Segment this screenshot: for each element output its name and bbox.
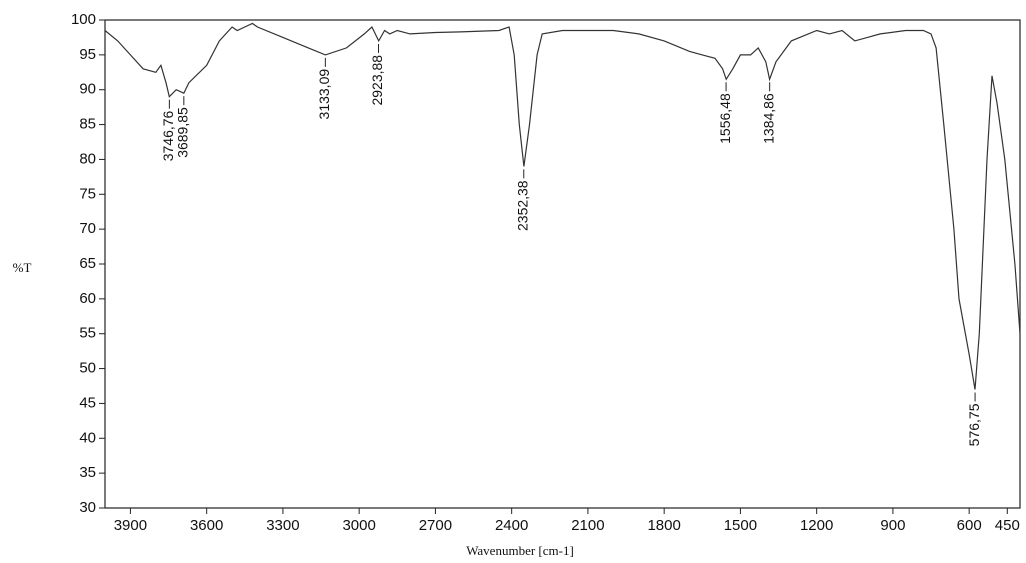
y-tick-label: 35 [79,464,96,481]
spectrum-line [104,22,1021,390]
y-tick-label: 55 [79,325,96,342]
y-tick-label: 80 [79,150,96,167]
y-tick-label: 95 [79,46,96,63]
peak-label: 3133,09 [316,69,332,120]
y-tick-label: 65 [79,255,96,272]
x-tick-label: 1200 [800,517,833,534]
x-tick-label: 1800 [647,517,680,534]
y-tick-label: 75 [79,185,96,202]
peak-label: 2352,38 [514,180,530,231]
plot-frame [104,19,1021,509]
x-tick-label: 2700 [419,517,452,534]
y-tick-label: 70 [79,220,96,237]
peak-label: 2923,88 [369,55,385,106]
x-tick-label: 2400 [495,517,528,534]
x-tick-label: 1500 [724,517,757,534]
x-tick-label: 3600 [190,517,223,534]
y-tick-label: 30 [79,499,96,516]
x-tick-label: 600 [957,517,982,534]
x-tick-label: 2100 [571,517,604,534]
y-tick-label: 50 [79,360,96,377]
y-axis-label: %T [13,260,32,275]
peak-label: 3746,76 [160,110,176,161]
x-axis-label: Wavenumber [cm-1] [466,543,574,558]
x-tick-label: 3900 [114,517,147,534]
y-tick-label: 60 [79,290,96,307]
peak-label: 3689,85 [175,107,191,158]
peak-label: 576,75 [966,403,982,446]
y-tick-label: 40 [79,429,96,446]
peak-label: 1556,48 [717,93,733,144]
x-tick-label: 450 [995,517,1020,534]
x-tick-label: 3000 [342,517,375,534]
x-tick-label: 900 [880,517,905,534]
y-tick-label: 100 [71,11,96,28]
x-tick-label: 3300 [266,517,299,534]
peak-label: 1384,86 [760,93,776,144]
y-tick-label: 90 [79,81,96,98]
y-tick-label: 45 [79,394,96,411]
y-tick-label: 85 [79,116,96,133]
